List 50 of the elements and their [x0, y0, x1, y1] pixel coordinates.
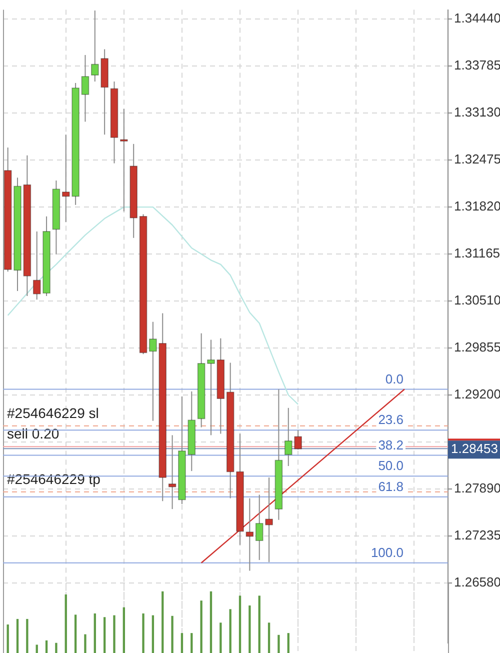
bar	[162, 591, 164, 653]
bar	[55, 642, 58, 653]
candlestick	[81, 54, 90, 122]
candlestick	[255, 494, 264, 560]
annotation: 61.8	[378, 478, 404, 494]
ref-line-label: #254646229 sl	[7, 404, 99, 421]
bar	[122, 607, 126, 653]
candlestick	[207, 339, 215, 436]
candlestick	[168, 434, 176, 510]
candlestick	[91, 10, 99, 82]
bar	[238, 596, 242, 653]
bar	[26, 618, 28, 653]
bar	[248, 605, 251, 653]
bar	[287, 633, 290, 653]
annotation: 50.0	[378, 458, 404, 474]
candlestick	[32, 230, 41, 300]
bar	[229, 609, 232, 653]
bar	[180, 633, 184, 653]
bar	[74, 614, 77, 653]
candlestick	[149, 321, 157, 422]
y-tick-label: 1.31165	[454, 246, 500, 261]
ref-line-label: #254646229 tp	[7, 470, 101, 487]
bar	[84, 634, 86, 653]
bar	[36, 644, 38, 653]
annotation: 100.0	[370, 544, 404, 560]
bar	[6, 624, 9, 653]
annotation: 0.0	[385, 371, 404, 386]
bar	[113, 615, 116, 653]
bar	[94, 613, 96, 653]
candlestick	[284, 407, 292, 467]
annotation: 23.6	[378, 412, 404, 428]
bar	[152, 615, 154, 653]
ref-line-label: 1.28453	[451, 441, 498, 456]
candlestick	[294, 430, 302, 450]
bar	[210, 591, 212, 653]
bar	[45, 640, 48, 653]
bar	[142, 613, 144, 653]
candlestick	[120, 108, 128, 212]
bar	[171, 616, 174, 653]
bar	[190, 633, 193, 653]
bar	[200, 600, 202, 653]
bar	[268, 622, 270, 653]
bar	[258, 596, 260, 653]
annotation: 38.2	[378, 437, 404, 452]
bar	[103, 617, 106, 653]
bar	[278, 634, 280, 653]
bar	[16, 618, 19, 653]
bar	[220, 622, 222, 653]
candlestick	[62, 134, 70, 223]
bar	[64, 594, 67, 653]
